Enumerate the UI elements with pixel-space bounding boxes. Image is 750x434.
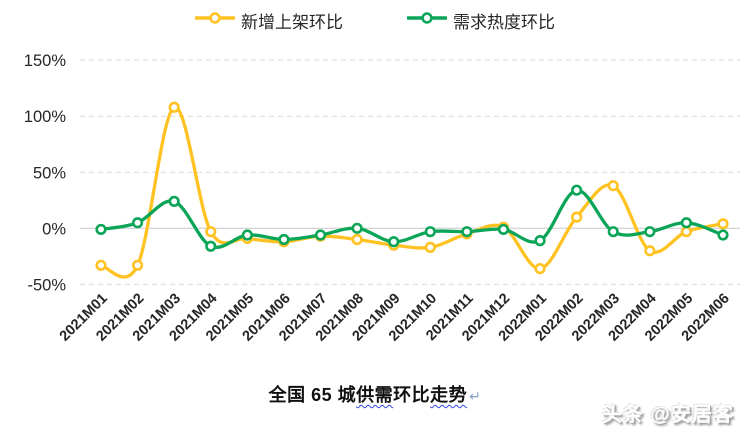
y-axis-tick-label: 50% (33, 164, 66, 182)
data-point-series-0 (205, 226, 217, 238)
chart-title: 全国 65 城供需环比走势 ↵ (0, 381, 750, 407)
data-point-series-1 (205, 240, 217, 252)
data-point-series-0 (680, 226, 693, 238)
data-point-series-1 (351, 222, 363, 234)
data-point-series-1 (241, 229, 253, 241)
line-chart: 150%100%50%0%-50%2021M012021M022021M0320… (24, 52, 740, 345)
data-point-series-1 (534, 235, 546, 247)
y-axis-tick-label: 150% (24, 52, 67, 70)
data-point-series-1 (461, 226, 473, 238)
data-point-series-0 (351, 233, 363, 246)
series-line-0 (99, 105, 725, 279)
data-point-series-1 (644, 226, 656, 238)
data-point-series-1 (278, 233, 290, 246)
data-point-series-1 (168, 195, 180, 207)
legend-label-demand-heat: 需求热度环比 (453, 13, 555, 32)
paragraph-mark-icon: ↵ (469, 388, 482, 404)
data-point-series-1 (680, 217, 693, 229)
data-point-series-1 (497, 223, 510, 236)
legend-marker-line-icon (406, 11, 448, 30)
data-point-series-1 (424, 226, 436, 238)
y-axis-tick-label: -50% (27, 276, 66, 294)
data-point-series-1 (571, 184, 583, 196)
data-point-series-1 (388, 236, 400, 248)
title-text-squiggled: 走势 (430, 385, 468, 405)
data-point-series-0 (131, 259, 144, 271)
y-axis-tick-label: 100% (24, 108, 67, 126)
data-point-series-0 (644, 245, 656, 257)
data-point-series-1 (607, 226, 619, 238)
data-point-series-0 (534, 263, 546, 275)
data-point-series-0 (607, 180, 619, 192)
legend-item-new-listings: 新增上架环比 (194, 8, 343, 33)
data-point-series-0 (424, 241, 436, 253)
chart-legend: 新增上架环比 需求热度环比 (0, 8, 750, 33)
legend-marker-line-icon (194, 11, 236, 30)
data-point-series-0 (95, 259, 107, 271)
watermark-toutiao-anjuke: 头条 @安居客 (601, 404, 734, 426)
data-point-series-1 (95, 223, 107, 236)
legend-label-new-listings: 新增上架环比 (241, 13, 343, 32)
series-line-1 (99, 188, 725, 250)
legend-item-demand-heat: 需求热度环比 (406, 8, 555, 33)
title-text: 环比 (393, 385, 431, 405)
data-point-series-1 (717, 229, 729, 241)
data-point-series-0 (168, 101, 180, 113)
data-point-series-1 (131, 217, 144, 229)
title-text: 全国 65 城 (268, 385, 357, 405)
data-point-series-0 (571, 211, 583, 223)
title-text-squiggled: 供需 (356, 385, 394, 405)
data-point-series-1 (314, 229, 327, 241)
data-point-series-0 (717, 218, 729, 230)
y-axis-tick-label: 0% (42, 220, 66, 238)
